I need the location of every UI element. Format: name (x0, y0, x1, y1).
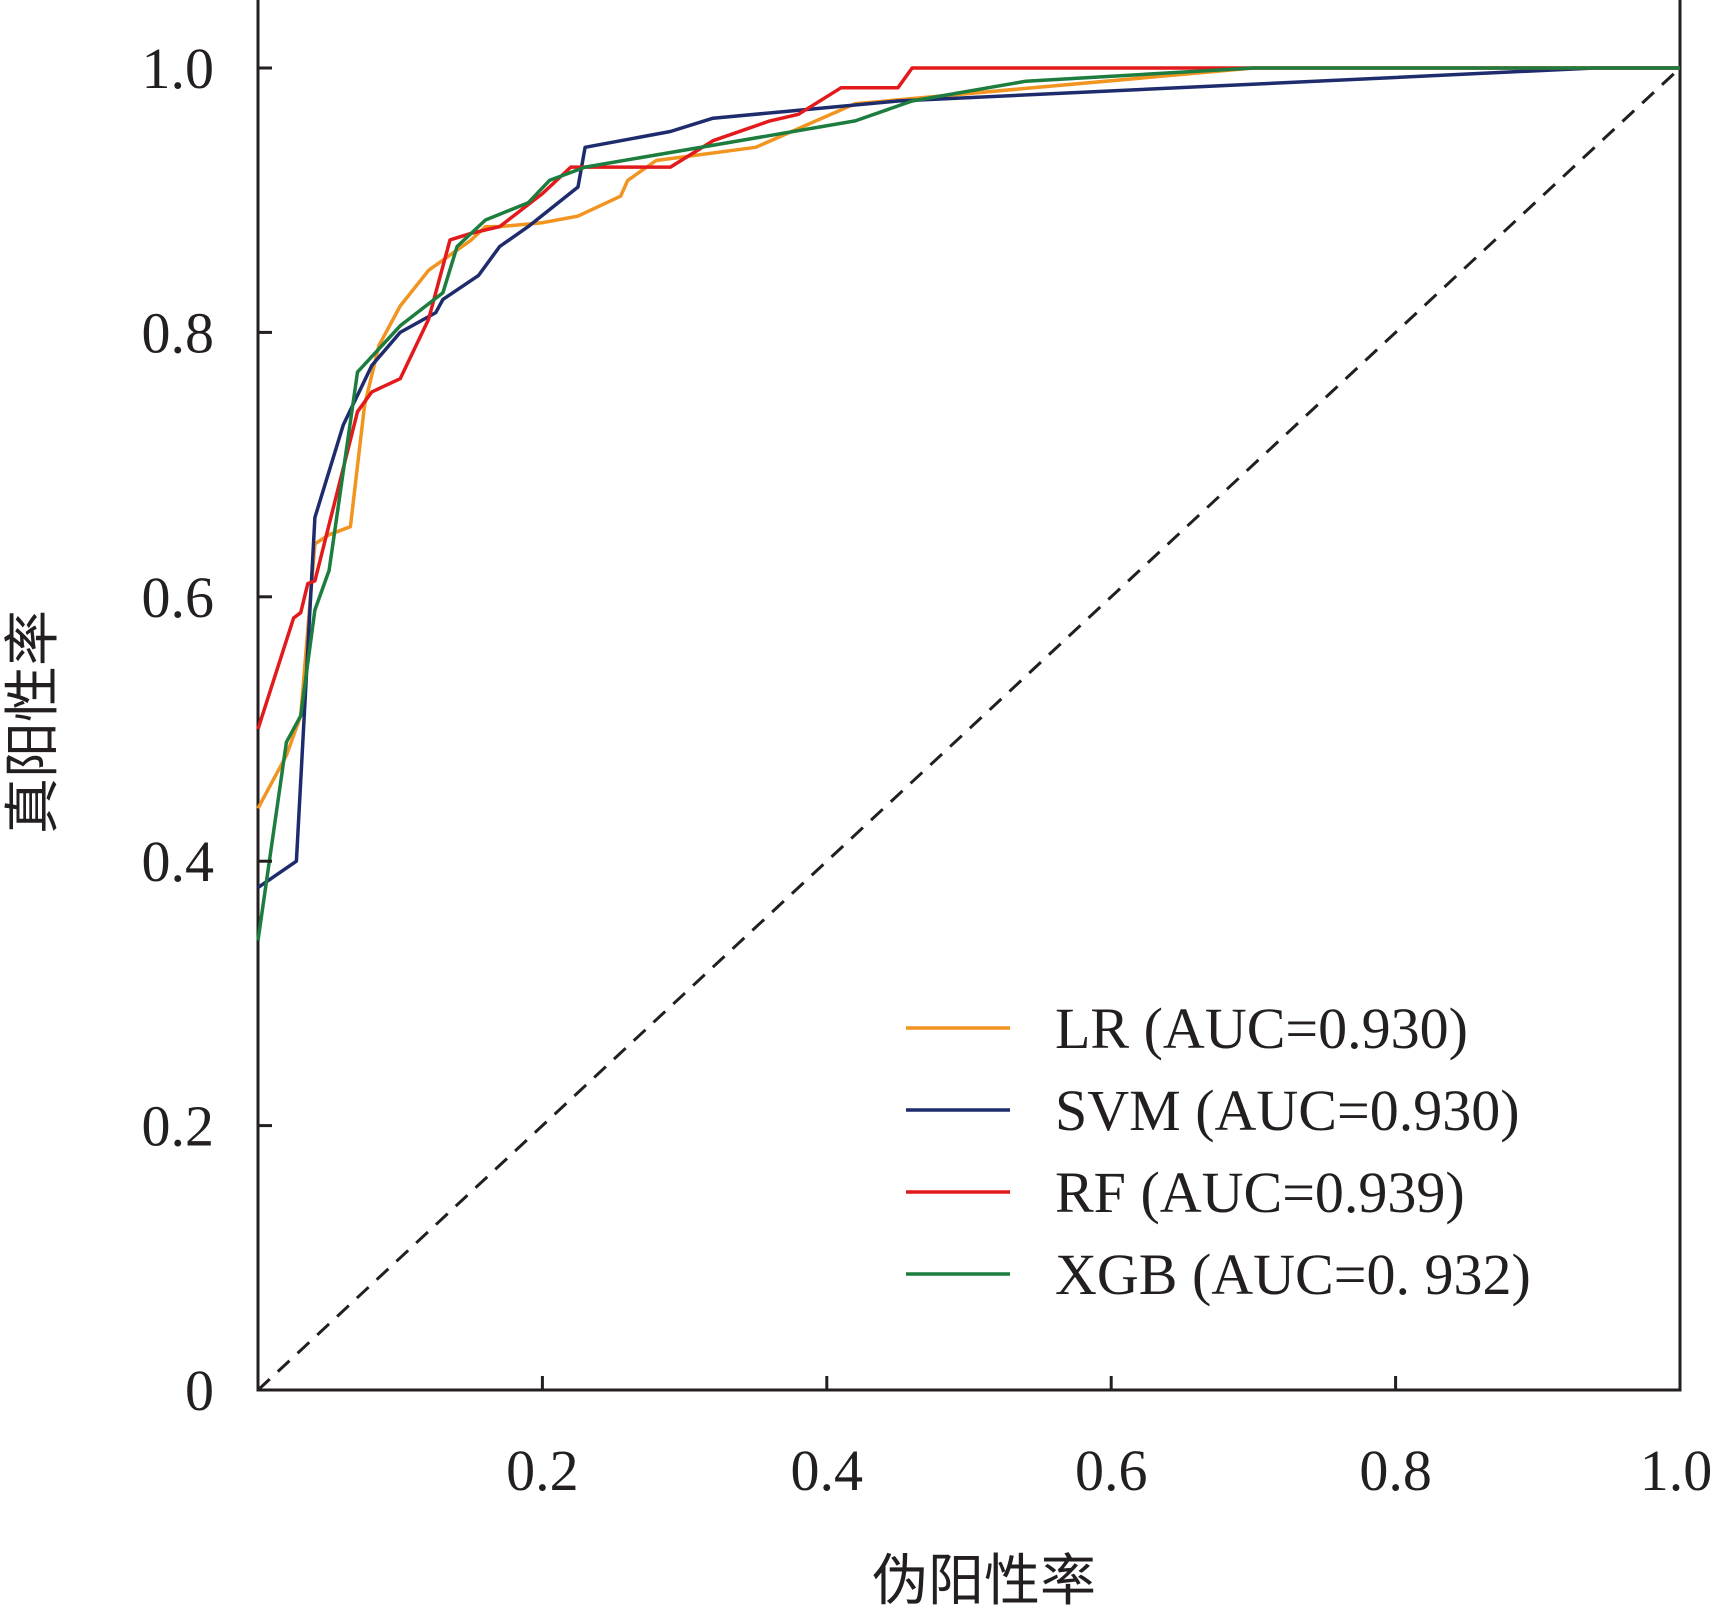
series-line-0 (256, 66, 1680, 810)
y-axis-title: 真阳性率 (1, 610, 66, 834)
y-tick-label: 0.2 (142, 1094, 215, 1159)
x-tick-label: 0.4 (791, 1438, 864, 1503)
series-line-1 (257, 66, 1680, 890)
legend-label-3: XGB (AUC=0. 932) (1055, 1242, 1531, 1307)
y-axis-ticks: 0 0.2 0.4 0.6 0.8 1.0 (142, 36, 272, 1423)
x-tick-label: 0.8 (1359, 1438, 1432, 1503)
legend-label-2: RF (AUC=0.939) (1055, 1160, 1465, 1225)
x-axis-title: 伪阳性率 (872, 1549, 1096, 1614)
series-layer (256, 66, 1680, 941)
x-axis-ticks: 0.2 0.4 0.6 0.8 1.0 (506, 1376, 1712, 1503)
y-tick-label: 1.0 (142, 36, 215, 101)
legend: LR (AUC=0.930) SVM (AUC=0.930) RF (AUC=0.9… (906, 996, 1531, 1307)
y-tick-label: 0.4 (142, 829, 215, 894)
series-line-2 (256, 66, 1680, 730)
x-tick-label: 0.2 (506, 1438, 579, 1503)
y-tick-label: 0.8 (142, 300, 215, 365)
plot-frame (256, 0, 1682, 1392)
y-tick-label: 0 (185, 1358, 214, 1423)
x-tick-label: 1.0 (1640, 1438, 1712, 1503)
legend-label-0: LR (AUC=0.930) (1055, 996, 1468, 1061)
series-line-3 (256, 66, 1680, 941)
legend-label-1: SVM (AUC=0.930) (1055, 1078, 1520, 1143)
x-tick-label: 0.6 (1075, 1438, 1148, 1503)
y-tick-label: 0.6 (142, 565, 215, 630)
